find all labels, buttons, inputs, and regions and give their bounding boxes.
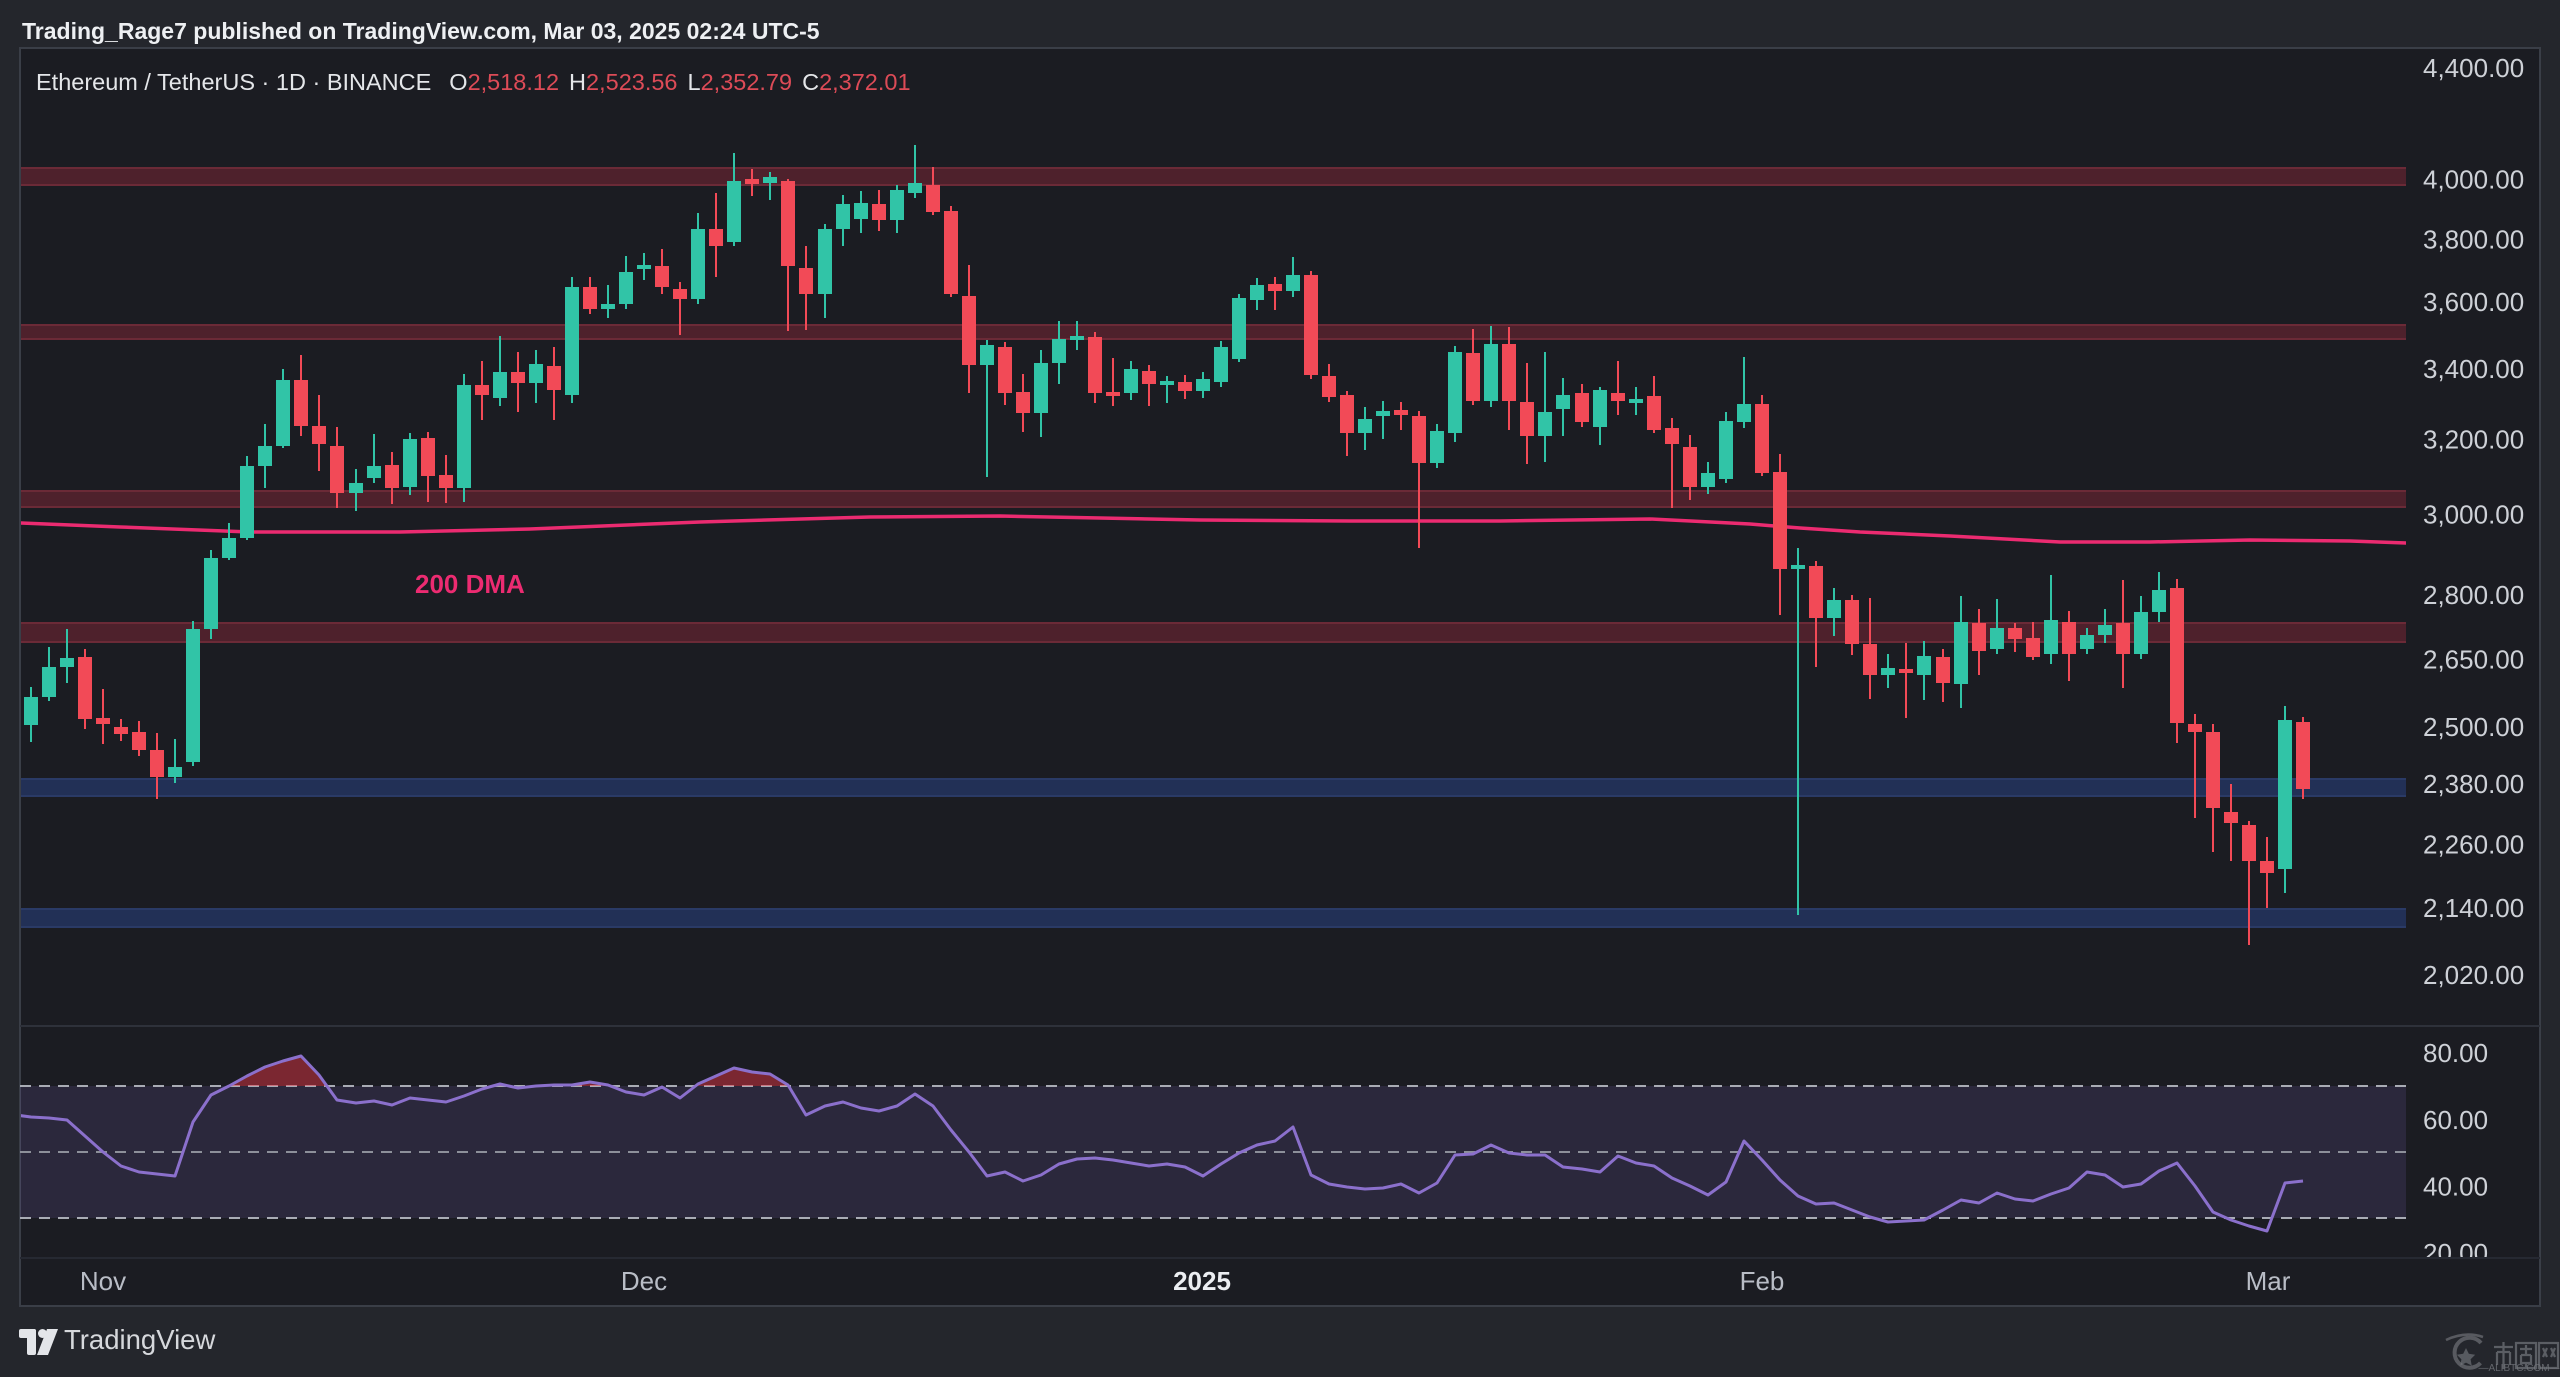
svg-text:Mar: Mar <box>2246 1266 2291 1296</box>
svg-text:2,260.00: 2,260.00 <box>2423 830 2524 860</box>
svg-text:60.00: 60.00 <box>2423 1105 2488 1135</box>
svg-text:2,650.00: 2,650.00 <box>2423 644 2524 674</box>
svg-text:Trading_Rage7 published on Tra: Trading_Rage7 published on TradingView.c… <box>22 18 820 44</box>
svg-text:20.00: 20.00 <box>2423 1238 2488 1268</box>
svg-text:40.00: 40.00 <box>2423 1172 2488 1202</box>
svg-text:3,200.00: 3,200.00 <box>2423 425 2524 455</box>
svg-text:2,140.00: 2,140.00 <box>2423 893 2524 923</box>
svg-text:2,020.00: 2,020.00 <box>2423 960 2524 990</box>
svg-text:3,800.00: 3,800.00 <box>2423 224 2524 254</box>
svg-text:Feb: Feb <box>1740 1266 1785 1296</box>
svg-text:80.00: 80.00 <box>2423 1038 2488 1068</box>
svg-text:200 DMA: 200 DMA <box>415 569 525 599</box>
svg-text:2,500.00: 2,500.00 <box>2423 712 2524 742</box>
svg-text:3,400.00: 3,400.00 <box>2423 354 2524 384</box>
svg-text:2025: 2025 <box>1173 1266 1231 1296</box>
svg-text:2,800.00: 2,800.00 <box>2423 580 2524 610</box>
svg-text:—ALIBTC.COM—: —ALIBTC.COM— <box>2478 1363 2559 1372</box>
svg-text:Ethereum / TetherUS · 1D · BIN: Ethereum / TetherUS · 1D · BINANCE O2,518… <box>36 69 911 95</box>
svg-text:3,600.00: 3,600.00 <box>2423 287 2524 317</box>
svg-text:TradingView: TradingView <box>64 1324 215 1355</box>
svg-text:Dec: Dec <box>621 1266 667 1296</box>
svg-text:4,400.00: 4,400.00 <box>2423 53 2524 83</box>
svg-text:2,380.00: 2,380.00 <box>2423 769 2524 799</box>
svg-text:3,000.00: 3,000.00 <box>2423 500 2524 530</box>
svg-text:Nov: Nov <box>80 1266 126 1296</box>
svg-text:4,000.00: 4,000.00 <box>2423 165 2524 195</box>
